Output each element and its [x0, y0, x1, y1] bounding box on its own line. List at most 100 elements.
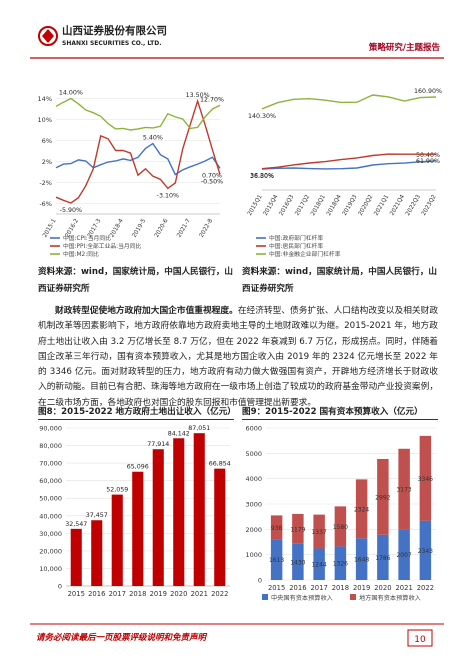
legend-label: 地方国有资本预算收入 — [359, 594, 421, 602]
x-tick-label: 2019-5 — [132, 218, 148, 239]
y-tick-label: 4000 — [245, 475, 262, 483]
x-tick-label: 2019 — [353, 584, 370, 592]
legend-label: 中国:M2:同比 — [63, 250, 99, 258]
x-tick-label: 2018 — [332, 584, 349, 592]
x-tick-label: 2021Q1 — [374, 194, 391, 217]
x-tick-label: 2016 — [88, 590, 105, 598]
x-tick-label: 2022Q3 — [405, 194, 422, 217]
bar — [152, 449, 164, 586]
x-tick-label: 2022 — [211, 590, 228, 598]
data-label: 36.30% — [250, 173, 274, 180]
paragraph-lead: 财政转型促使地方政府加大国企市值重视程度。 — [55, 306, 238, 316]
x-tick-label: 2016 — [289, 584, 306, 592]
x-tick-label: 2017Q2 — [294, 194, 311, 217]
data-label: 2343 — [418, 548, 433, 555]
series-line — [55, 98, 221, 204]
logo-mark — [42, 29, 54, 43]
footer-disclaimer: 请务必阅读最后一页股票评级说明和免责声明 — [36, 632, 208, 643]
legend-label: 中国:政府部门杠杆率 — [269, 234, 323, 242]
source-note: 资料来源：wind，国家统计局，中国人民银行，山西证券研究所 — [38, 267, 234, 294]
y-tick-label: -6% — [39, 200, 52, 208]
x-tick-label: 2022-8 — [199, 218, 215, 239]
data-label: 37,457 — [86, 512, 108, 519]
bar — [193, 433, 205, 586]
bar — [91, 520, 103, 586]
figure-title: 图9：2015-2022 国有资本预算收入（亿元） — [242, 405, 438, 420]
y-tick-label: 90,000 — [39, 425, 62, 433]
data-label: 61.90% — [416, 158, 440, 165]
logo-ring — [38, 26, 58, 46]
x-tick-label: 2021-7 — [176, 218, 192, 239]
data-label: 1648 — [354, 557, 369, 564]
bar — [132, 471, 144, 586]
bar-segment — [292, 543, 304, 580]
x-tick-label: 2018Q4 — [326, 194, 343, 217]
data-label: 2324 — [354, 506, 369, 513]
bar — [70, 528, 82, 586]
data-label: 52,059 — [106, 487, 128, 494]
data-label: 3173 — [396, 486, 411, 493]
y-tick-label: 6000 — [245, 425, 262, 433]
series-line — [261, 160, 437, 170]
data-label: 140.30% — [248, 113, 276, 120]
company-cn: 山西证券股份有限公司 — [62, 24, 167, 37]
bar-segment — [398, 529, 410, 580]
y-tick-label: -2% — [39, 179, 52, 187]
x-tick-label: 2020 — [170, 590, 187, 598]
bar-segment — [355, 538, 368, 580]
y-tick-label: 0 — [258, 577, 262, 585]
data-label: 160.90% — [414, 88, 442, 95]
figure-title: 图8：2015-2022 地方政府土地出让收入（亿元） — [38, 405, 236, 420]
y-tick-label: 1000 — [245, 551, 262, 559]
data-label: 938 — [271, 525, 283, 532]
bar-segment — [334, 506, 347, 547]
data-label: 1786 — [375, 555, 390, 562]
data-label: 32,547 — [65, 521, 87, 528]
bar-segment — [313, 514, 325, 549]
x-tick-label: 2015Q1 — [247, 194, 264, 217]
bar — [214, 468, 226, 586]
data-label: 2007 — [396, 552, 411, 559]
y-tick-label: 2% — [42, 158, 52, 166]
y-tick-label: 50,000 — [39, 495, 62, 503]
x-tick-label: 2020-6 — [154, 218, 170, 239]
legend-label: 中央国有资本预算收入 — [271, 594, 333, 602]
bar — [111, 494, 123, 586]
x-tick-label: 2016Q3 — [279, 194, 296, 217]
x-tick-label: 2019Q3 — [342, 194, 359, 217]
y-tick-label: 14% — [38, 95, 52, 103]
page-number: 10 — [414, 635, 426, 645]
bar-segment — [292, 513, 304, 544]
bar — [173, 438, 185, 586]
bar-segment — [270, 539, 283, 580]
x-tick-label: 2021Q4 — [389, 194, 406, 217]
company-en: SHANXI SECURITIES CO., LTD. — [62, 40, 162, 47]
x-tick-label: 2015 — [268, 584, 285, 592]
data-label: -3.10% — [157, 192, 179, 199]
data-label: 1337 — [311, 529, 326, 536]
section-label: 策略研究/主题报告 — [368, 42, 441, 53]
y-tick-label: 5000 — [245, 450, 262, 458]
logo — [38, 26, 58, 46]
data-label: 66,854 — [209, 461, 231, 468]
legend-swatch — [262, 594, 268, 600]
x-tick-label: 2020 — [374, 584, 391, 592]
x-tick-label: 2017 — [310, 584, 327, 592]
data-label: 1326 — [333, 561, 348, 568]
bar-segment — [377, 458, 389, 535]
data-label: 1430 — [290, 559, 305, 566]
x-tick-label: 2021 — [395, 584, 412, 592]
x-tick-label: 2021 — [191, 590, 208, 598]
data-label: 2992 — [375, 494, 390, 501]
bar-segment — [355, 479, 368, 539]
x-tick-label: 2023Q2 — [421, 194, 438, 217]
data-label: 77,914 — [147, 441, 169, 448]
x-tick-label: 2018Q1 — [310, 194, 327, 217]
legend-label: 中国:居民部门杠杆率 — [269, 242, 323, 250]
bar-segment — [419, 435, 432, 521]
x-tick-label: 2018 — [129, 590, 146, 598]
data-label: 5.40% — [143, 135, 163, 142]
legend-label: 中国:非金融企业部门杠杆率 — [269, 250, 341, 258]
series-line — [261, 94, 437, 110]
